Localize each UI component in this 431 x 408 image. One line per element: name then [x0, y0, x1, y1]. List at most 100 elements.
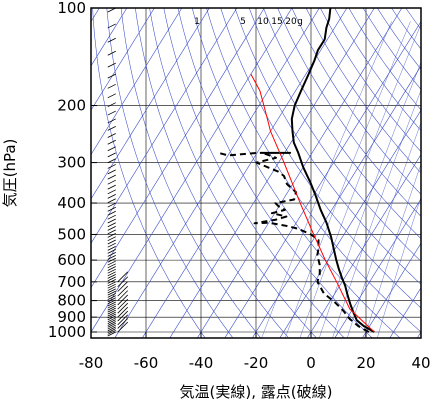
wind-barb: [107, 110, 116, 116]
x-axis-title: 気温(実線), 露点(破線): [180, 383, 333, 401]
dry-adiabat-line: [191, 8, 401, 338]
wind-barb: [107, 210, 116, 216]
dry-adiabat-line: [177, 8, 373, 338]
y-tick-label: 200: [57, 97, 86, 115]
isotherm-line: [91, 8, 155, 111]
wind-barb: [117, 281, 129, 292]
mixing-ratio-line: [332, 89, 421, 338]
dry-adiabat-line: [220, 8, 421, 309]
x-tick-label: -40: [189, 354, 214, 372]
wind-barb: [107, 229, 116, 235]
dry-adiabat-line: [291, 8, 421, 195]
dewpoint-line: [218, 151, 370, 333]
dry-adiabat-layer: [92, 8, 421, 338]
wind-barb: [107, 245, 116, 251]
wind-barb: [117, 285, 129, 297]
wind-barb: [117, 290, 129, 301]
wind-barb: [107, 242, 116, 248]
wind-barb: [107, 126, 116, 131]
wind-barb: [107, 328, 116, 333]
y-tick-label: 500: [57, 225, 86, 243]
y-axis-title: 気圧(hPa): [1, 139, 19, 208]
dry-adiabat-line: [120, 8, 262, 338]
wind-barb: [107, 324, 116, 330]
dry-adiabat-line: [263, 8, 421, 240]
wind-barb: [117, 276, 129, 288]
wind-barb: [107, 315, 116, 321]
wind-barb: [107, 252, 116, 257]
dry-adiabat-line: [163, 8, 345, 338]
wind-barb: [117, 314, 129, 326]
wind-barb: [107, 322, 116, 328]
wind-barb: [107, 276, 116, 282]
isotherm-line: [279, 109, 421, 338]
wind-barb: [117, 310, 129, 322]
wind-barb: [107, 331, 116, 337]
x-tick-label: -80: [79, 354, 104, 372]
wind-barb: [107, 62, 116, 68]
wind-barb: [117, 302, 129, 314]
wind-barb: [107, 311, 116, 317]
mixing-ratio-line: [299, 23, 421, 338]
wind-barb: [107, 232, 116, 238]
isotherm-layer: [91, 8, 421, 338]
wind-barb: [107, 290, 116, 296]
wind-barb: [107, 202, 116, 208]
y-tick-label: 100: [57, 0, 86, 17]
y-tick-label: 800: [57, 292, 86, 310]
wind-barb: [107, 184, 116, 190]
wind-barb: [107, 301, 116, 307]
y-tick-label: 1000: [48, 323, 86, 341]
wind-barb: [107, 222, 116, 228]
wind-barb: [107, 179, 116, 185]
y-tick-label: 600: [57, 251, 86, 269]
wind-barb: [107, 93, 116, 99]
wind-barb: [107, 50, 116, 56]
wind-barb: [107, 305, 116, 311]
wind-barb: [107, 257, 116, 263]
wind-barb: [107, 268, 116, 274]
wind-barb: [117, 306, 129, 318]
wind-barb: [107, 303, 116, 309]
wind-barb: [107, 283, 116, 289]
isotherm-line: [196, 8, 403, 338]
wind-barb: [107, 198, 116, 204]
mixing-ratio-label: 15: [271, 17, 282, 27]
dry-adiabat-line: [106, 8, 234, 338]
y-tick-label: 900: [57, 308, 86, 326]
wind-barb: [107, 286, 116, 291]
wind-barb: [107, 299, 116, 305]
mixing-ratio-label: 5: [240, 17, 246, 27]
mixing-ratio-line: [261, 21, 392, 338]
isotherm-line: [91, 8, 210, 200]
isotherm-line: [224, 20, 421, 338]
x-tick-label: 0: [306, 354, 316, 372]
wind-barb: [107, 266, 116, 271]
wind-barb: [107, 326, 116, 332]
wind-barb: [107, 249, 116, 254]
isotherm-line: [114, 8, 320, 338]
dry-adiabat-line: [234, 8, 421, 285]
wind-barb: [107, 37, 116, 43]
wind-barb: [107, 152, 116, 158]
wind-barb: [107, 83, 116, 89]
wind-barb: [107, 271, 116, 277]
wind-barb: [107, 214, 116, 220]
wind-barb: [107, 260, 116, 266]
wind-barb: [107, 293, 116, 298]
x-tick-label: -20: [244, 354, 269, 372]
y-tick-label: 400: [57, 194, 86, 212]
wind-barb: [107, 174, 116, 180]
wind-barb: [107, 274, 116, 279]
wind-barb: [107, 281, 116, 287]
mixing-ratio-label: 10: [257, 17, 269, 27]
wind-barb: [117, 321, 129, 333]
dry-adiabat-line: [320, 8, 421, 153]
x-tick-label: 20: [356, 354, 375, 372]
wind-barb: [117, 271, 129, 283]
x-tick-label: 40: [411, 354, 430, 372]
wind-barb: [107, 164, 116, 169]
isotherm-line: [91, 8, 183, 156]
mixing-ratio-line: [285, 21, 411, 338]
